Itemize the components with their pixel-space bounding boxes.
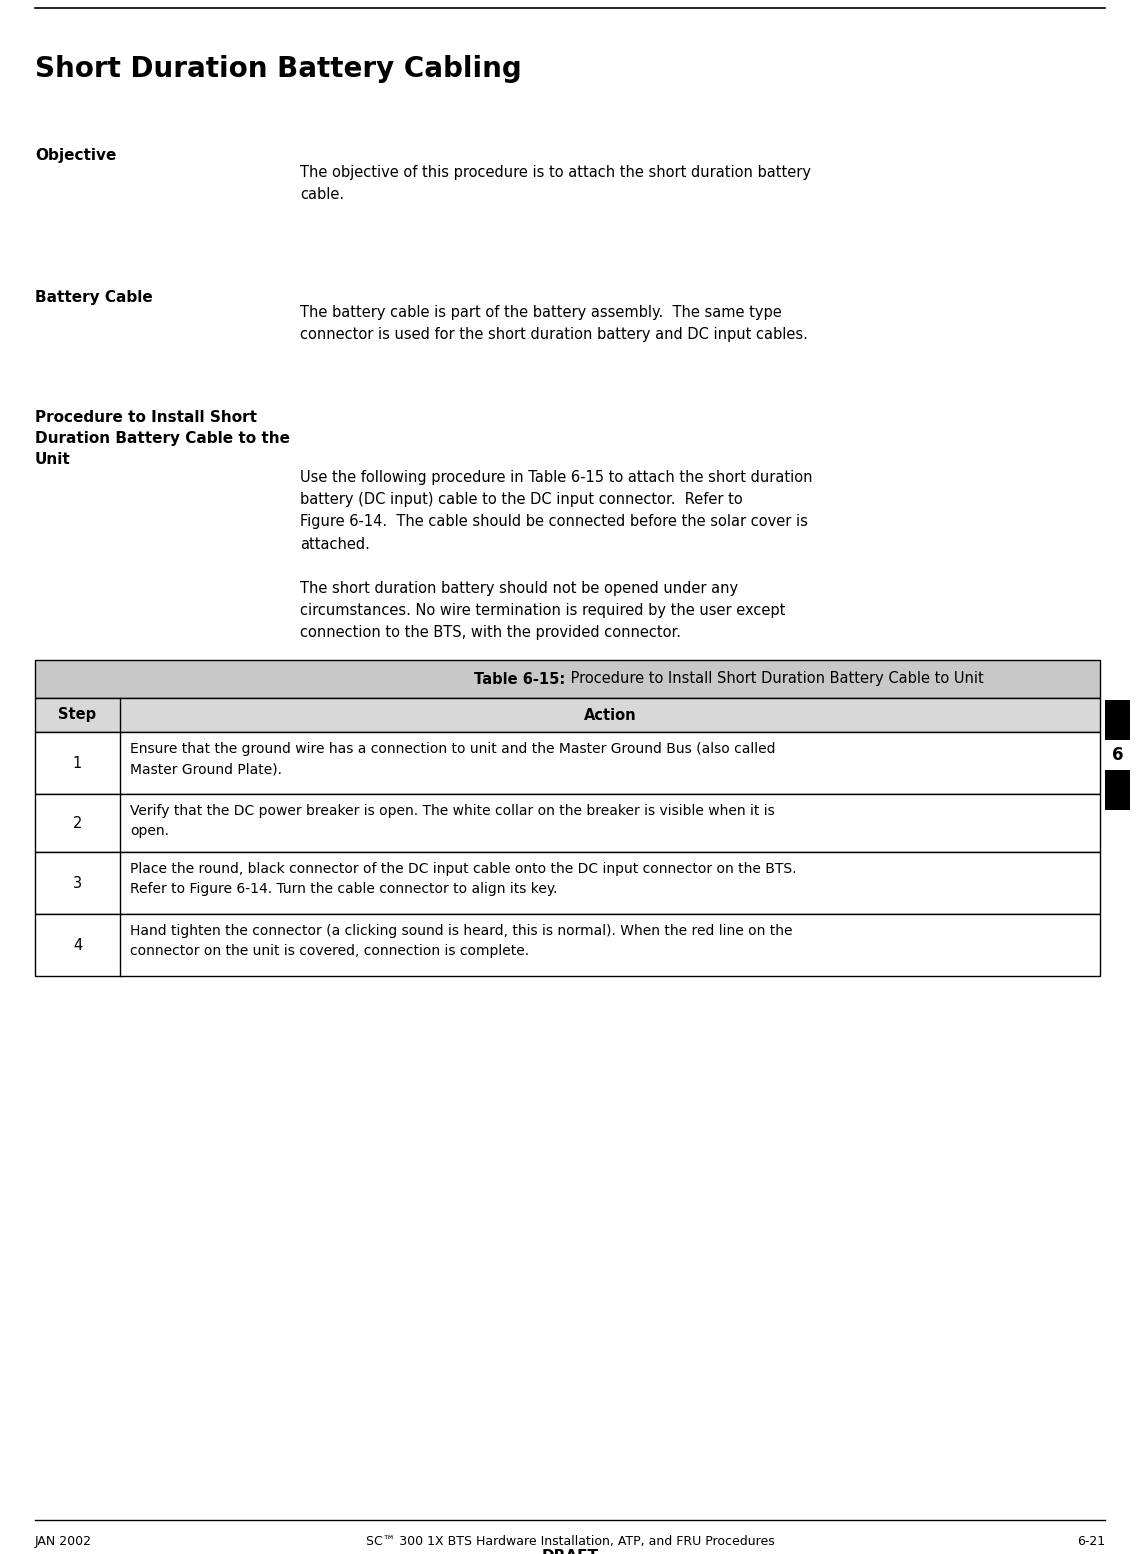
Text: 4: 4: [73, 937, 82, 953]
Text: Step: Step: [58, 707, 97, 723]
Text: The battery cable is part of the battery assembly.  The same type
connector is u: The battery cable is part of the battery…: [300, 305, 808, 342]
Text: The objective of this procedure is to attach the short duration battery
cable.: The objective of this procedure is to at…: [300, 165, 811, 202]
Text: JAN 2002: JAN 2002: [35, 1535, 92, 1548]
Text: Ensure that the ground wire has a connection to unit and the Master Ground Bus (: Ensure that the ground wire has a connec…: [130, 741, 775, 775]
Text: Table 6-15:: Table 6-15:: [474, 671, 565, 687]
Text: 2: 2: [73, 816, 82, 830]
Text: Procedure to Install Short Duration Battery Cable to Unit: Procedure to Install Short Duration Batt…: [565, 671, 983, 687]
Text: Hand tighten the connector (a clicking sound is heard, this is normal). When the: Hand tighten the connector (a clicking s…: [130, 925, 792, 959]
Text: DRAFT: DRAFT: [542, 1549, 598, 1554]
Bar: [1105, 769, 1130, 810]
Text: 1: 1: [73, 755, 82, 771]
Text: Procedure to Install Short
Duration Battery Cable to the
Unit: Procedure to Install Short Duration Batt…: [35, 410, 290, 468]
Bar: [35, 660, 1100, 698]
Text: Short Duration Battery Cabling: Short Duration Battery Cabling: [35, 54, 522, 82]
Bar: [35, 852, 1100, 914]
Text: Use the following procedure in Table 6-15 to attach the short duration
battery (: Use the following procedure in Table 6-1…: [300, 469, 813, 640]
Text: Place the round, black connector of the DC input cable onto the DC input connect: Place the round, black connector of the …: [130, 862, 797, 897]
Bar: [35, 914, 1100, 976]
Bar: [35, 732, 1100, 794]
Text: Verify that the DC power breaker is open. The white collar on the breaker is vis: Verify that the DC power breaker is open…: [130, 803, 775, 838]
Bar: [35, 698, 1100, 732]
Text: 6-21: 6-21: [1077, 1535, 1105, 1548]
Text: 3: 3: [73, 875, 82, 890]
Text: SC™ 300 1X BTS Hardware Installation, ATP, and FRU Procedures: SC™ 300 1X BTS Hardware Installation, AT…: [366, 1535, 774, 1548]
Bar: [35, 794, 1100, 852]
Text: Action: Action: [584, 707, 636, 723]
Text: Objective: Objective: [35, 148, 116, 163]
Text: 6: 6: [1112, 746, 1123, 765]
Bar: [1105, 699, 1130, 740]
Text: Battery Cable: Battery Cable: [35, 291, 153, 305]
